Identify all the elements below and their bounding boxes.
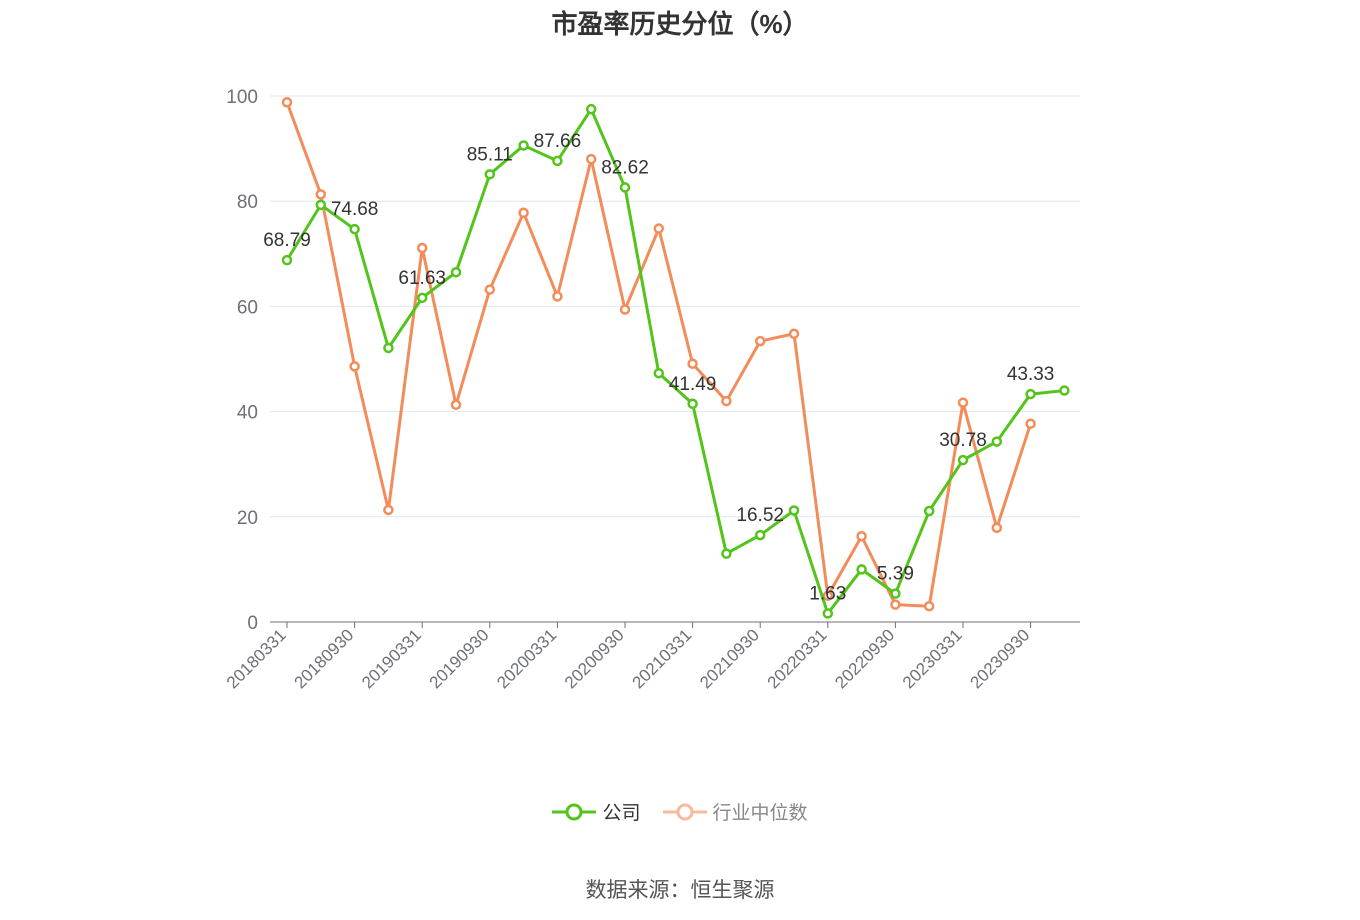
- x-tick-label: 20210331: [629, 625, 696, 692]
- x-tick-label: 20230930: [967, 625, 1034, 692]
- legend: 公司 行业中位数: [0, 798, 1360, 825]
- data-labels: 68.79 74.68 61.63 85.11 87.66 82.62 41.49 16.52…: [263, 131, 1054, 605]
- data-point: [383, 504, 394, 516]
- y-axis: 0 20 40 60 80 100: [226, 87, 258, 634]
- data-point: [754, 335, 766, 347]
- grid-lines: [270, 95, 1080, 518]
- data-point: [383, 342, 394, 354]
- data-label: 5.39: [877, 564, 914, 585]
- data-point: [721, 395, 732, 407]
- data-point: [923, 600, 935, 612]
- data-point: [450, 399, 462, 411]
- data-label: 16.52: [736, 505, 784, 526]
- legend-item-company[interactable]: 公司: [552, 798, 641, 825]
- data-point: [991, 436, 1003, 447]
- chart-title: 市盈率历史分位（%）: [551, 9, 809, 39]
- data-point: [349, 361, 360, 372]
- data-point: [890, 599, 901, 610]
- data-point: [957, 454, 969, 466]
- data-point: [552, 155, 563, 167]
- x-tick-label: 20210930: [696, 625, 763, 692]
- data-point: [856, 531, 867, 542]
- data-point: [890, 588, 901, 599]
- x-tick-label: 20190930: [426, 625, 493, 692]
- y-tick-label: 60: [237, 297, 258, 318]
- data-point: [619, 182, 631, 193]
- data-point: [687, 358, 698, 369]
- x-tick-label: 20200331: [493, 625, 560, 692]
- data-label: 30.78: [939, 430, 987, 451]
- x-tick-label: 20190331: [358, 625, 425, 692]
- data-point: [518, 207, 529, 219]
- data-label: 1.63: [809, 583, 846, 604]
- data-point: [585, 103, 597, 115]
- x-tick-label: 20220930: [831, 625, 898, 692]
- y-tick-label: 100: [226, 87, 258, 108]
- line-chart: 20180331 20180930 20190331 20190930 20200331…: [223, 87, 1080, 692]
- data-point: [788, 505, 800, 516]
- data-point: [484, 169, 496, 180]
- data-point: [754, 529, 766, 541]
- data-point: [416, 242, 428, 254]
- y-tick-label: 0: [247, 613, 258, 634]
- series-industry: [281, 97, 1036, 612]
- data-point: [1025, 418, 1036, 429]
- data-point: [822, 590, 834, 601]
- x-axis: 20180331 20180930 20190331 20190930 20200331…: [223, 621, 1080, 692]
- series-company: [281, 103, 1070, 619]
- y-tick-label: 20: [237, 508, 258, 529]
- source-note: 数据来源：恒生聚源: [585, 879, 775, 902]
- data-point: [315, 199, 327, 211]
- data-point: [281, 97, 293, 108]
- data-label: 61.63: [398, 268, 446, 289]
- series-line: [285, 101, 1033, 608]
- series-line: [285, 107, 1065, 615]
- legend-line-circle-icon: [662, 803, 707, 820]
- data-point: [788, 328, 800, 340]
- data-point: [653, 367, 665, 379]
- data-point: [721, 548, 732, 559]
- data-point: [619, 304, 631, 315]
- data-label: 85.11: [467, 144, 513, 165]
- data-label: 87.66: [534, 131, 582, 152]
- data-point: [957, 397, 969, 408]
- x-tick-label: 20180930: [291, 625, 358, 692]
- y-tick-label: 40: [237, 403, 258, 424]
- data-point: [450, 266, 462, 278]
- y-tick-label: 80: [237, 192, 258, 213]
- data-point: [653, 223, 665, 234]
- legend-item-industry[interactable]: 行业中位数: [662, 798, 808, 825]
- x-tick-label: 20200930: [561, 625, 628, 692]
- data-point: [585, 153, 597, 165]
- data-point: [687, 398, 698, 410]
- data-point: [822, 608, 834, 619]
- data-point: [315, 189, 327, 200]
- series-layer: [281, 97, 1070, 619]
- data-point: [518, 140, 529, 151]
- data-label: 43.33: [1007, 364, 1055, 385]
- legend-line-circle-icon: [552, 803, 597, 820]
- data-label: 74.68: [331, 199, 379, 220]
- data-point: [991, 522, 1003, 534]
- data-label: 68.79: [263, 230, 311, 251]
- data-point: [349, 223, 360, 235]
- legend-label-company: 公司: [602, 803, 641, 824]
- x-tick-label: 20220331: [764, 625, 831, 692]
- data-point: [484, 284, 496, 295]
- data-point: [281, 254, 293, 266]
- data-point: [856, 564, 867, 575]
- data-point: [552, 291, 563, 302]
- x-tick-label: 20180331: [223, 625, 290, 692]
- data-label: 41.49: [669, 374, 717, 395]
- data-point: [1025, 388, 1036, 400]
- x-tick-label: 20230331: [899, 625, 966, 692]
- data-point: [923, 505, 935, 517]
- legend-label-industry: 行业中位数: [712, 803, 808, 824]
- data-label: 82.62: [601, 157, 649, 178]
- data-point: [1059, 385, 1070, 396]
- data-point: [416, 292, 428, 304]
